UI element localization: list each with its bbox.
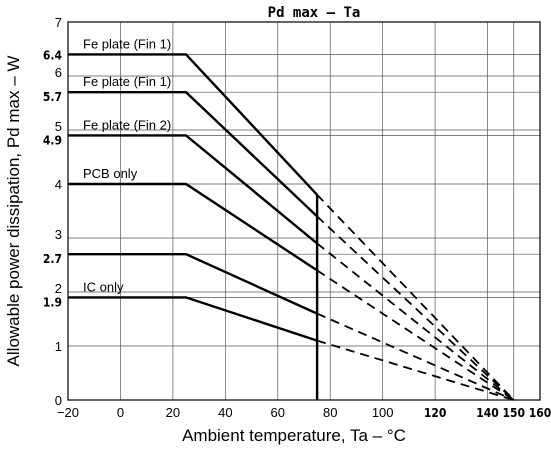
y-tick-label: 5.7 [43,90,62,104]
x-axis-title: Ambient temperature, Ta – °C [182,426,406,445]
y-tick-label: 1.9 [43,295,62,309]
x-tick-labels: −20 0 20 40 60 80 100 120 140 150 160 [57,405,551,420]
series-label-layer: Fe plate (Fin 1) Fe plate (Fin 1) Fe plate… [83,36,171,294]
series-label: PCB only [83,166,138,181]
x-tick-label: 40 [218,405,232,420]
series-line [68,90,318,218]
series-extrapolation [316,215,515,401]
series-extrapolation [316,194,515,401]
y-tick-label: 6.4 [43,48,63,62]
x-tick-label: 20 [166,405,180,420]
y-tick-label: 6 [55,65,62,80]
series-extrapolation [316,269,515,401]
series-line [68,252,318,315]
series-extrapolation [316,339,515,401]
series-line [68,134,318,245]
series-line [68,296,318,342]
series-label: Fe plate (Fin 2) [83,117,171,132]
x-tick-label: 80 [323,405,337,420]
series-label: Fe plate (Fin 1) [83,36,171,51]
plot-frame [67,21,541,401]
series-label: Fe plate (Fin 1) [83,74,171,89]
y-tick-label: 7 [55,15,62,30]
y-tick-label: 4.9 [43,133,62,147]
y-axis-title: Allowable power dissipation, Pd max – W [4,56,23,367]
y-tick-label: 3 [55,227,62,242]
series-label: IC only [83,279,124,294]
x-tick-label: 160 [529,406,551,420]
y-tick-label: 0 [55,393,62,408]
series-line [68,182,318,272]
y-tick-label: 1 [55,339,62,354]
x-tick-label: 140 [476,406,499,420]
y-tick-labels: 0 1 1.92 2.7 3 4 4.95 5.7 6 6.4 7 [43,15,63,408]
x-tick-label: 60 [271,405,285,420]
series-layer [68,53,515,401]
chart-title: Pd max – Ta [268,5,361,21]
y-tick-label: 2 [55,281,62,296]
x-tick-label: −20 [57,405,79,420]
y-tick-label: 2.7 [43,252,62,266]
series-extrapolation [316,242,515,401]
y-tick-label: 4 [55,177,62,192]
x-tick-label: 0 [117,405,124,420]
x-tick-label: 120 [424,406,447,420]
y-tick-label: 5 [55,119,62,134]
series-line [68,53,318,196]
x-tick-label: 150 [503,406,526,420]
series-extrapolation [316,312,515,401]
x-tick-label: 100 [372,405,394,420]
